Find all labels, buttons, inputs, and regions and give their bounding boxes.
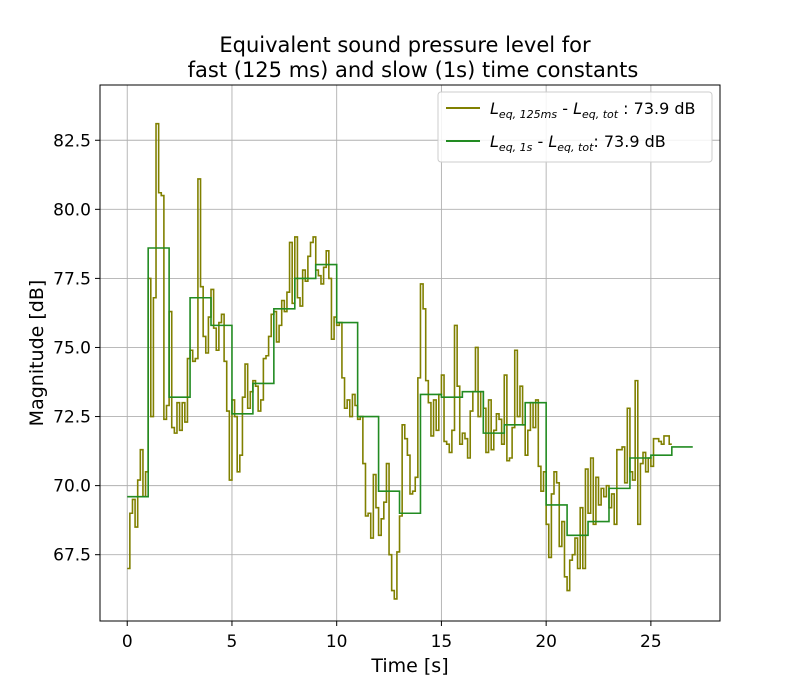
y-tick-label: 70.0	[53, 477, 91, 497]
series-1s-line	[127, 247, 693, 537]
legend-label-1s: Leq, 1s - Leq, tot: 73.9 dB	[490, 132, 666, 154]
y-tick-label: 75.0	[53, 338, 91, 358]
chart-title-line-2: fast (125 ms) and slow (1s) time constan…	[188, 58, 639, 82]
x-tick-label: 0	[122, 632, 133, 652]
y-tick-label: 82.5	[53, 131, 91, 151]
y-tick-label: 77.5	[53, 269, 91, 289]
chart-title-line-1: Equivalent sound pressure level for	[219, 33, 591, 57]
x-tick-label: 20	[535, 632, 557, 652]
y-tick-label: 67.5	[53, 546, 91, 566]
x-axis-label: Time [s]	[370, 655, 448, 677]
y-tick-label: 80.0	[53, 200, 91, 220]
y-tick-label: 72.5	[53, 408, 91, 428]
plot-frame	[99, 84, 721, 622]
x-tick-label: 10	[326, 632, 348, 652]
series-layer	[127, 122, 693, 600]
x-tick-label: 25	[640, 632, 662, 652]
legend: Leq, 125ms - Leq, tot : 73.9 dB Leq, 1s -…	[437, 91, 713, 163]
y-axis: 67.5 70.0 72.5 75.0 77.5 80.0 82.5	[53, 131, 100, 566]
x-tick-label: 5	[227, 632, 238, 652]
x-axis: 0 5 10 15 20 25	[122, 621, 662, 652]
y-axis-label: Magnitude [dB]	[26, 280, 48, 427]
legend-label-125ms: Leq, 125ms - Leq, tot : 73.9 dB	[490, 99, 696, 121]
x-tick-label: 15	[431, 632, 453, 652]
legend-box	[437, 91, 713, 163]
series-125ms-line	[127, 122, 672, 600]
